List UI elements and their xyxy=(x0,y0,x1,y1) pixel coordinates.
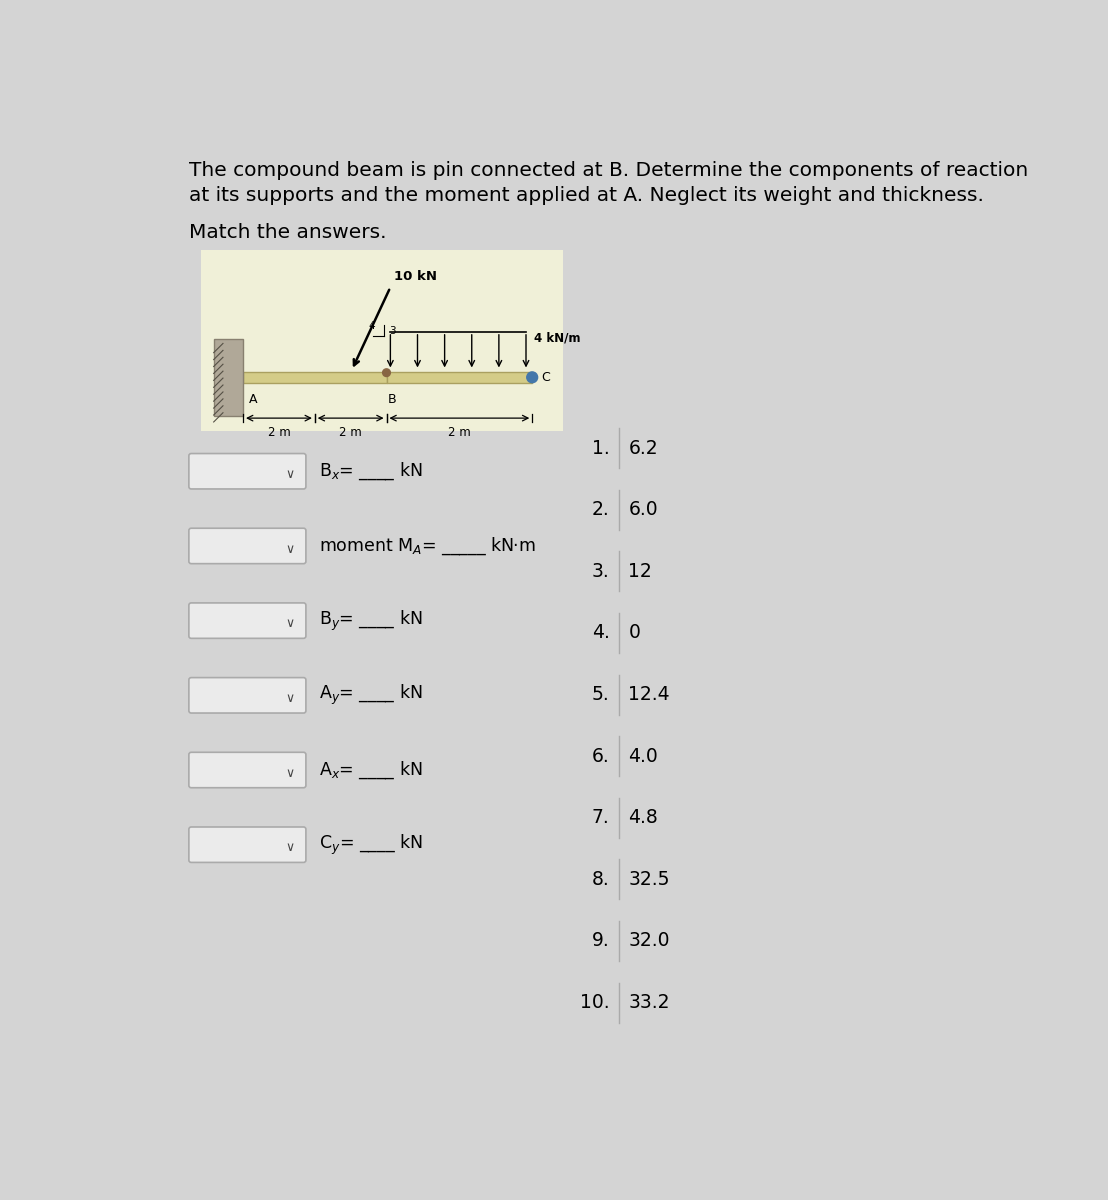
Text: 6.0: 6.0 xyxy=(628,500,658,520)
Circle shape xyxy=(382,368,390,377)
Text: 1.: 1. xyxy=(592,439,609,457)
Text: B$_{x}$= ____ kN: B$_{x}$= ____ kN xyxy=(319,461,422,482)
FancyBboxPatch shape xyxy=(188,752,306,787)
Text: 2 m: 2 m xyxy=(268,426,290,439)
Text: 5.: 5. xyxy=(592,685,609,704)
Text: at its supports and the moment applied at A. Neglect its weight and thickness.: at its supports and the moment applied a… xyxy=(188,186,984,205)
Text: 10.: 10. xyxy=(581,994,609,1012)
Circle shape xyxy=(526,372,537,383)
Text: 33.2: 33.2 xyxy=(628,994,670,1012)
Text: B$_{y}$= ____ kN: B$_{y}$= ____ kN xyxy=(319,608,422,632)
Text: A: A xyxy=(249,392,258,406)
Text: 6.: 6. xyxy=(592,746,609,766)
Text: ∨: ∨ xyxy=(285,468,295,481)
Text: 12: 12 xyxy=(628,562,652,581)
Text: 10 kN: 10 kN xyxy=(394,270,438,282)
Text: 7.: 7. xyxy=(592,809,609,827)
Text: 9.: 9. xyxy=(592,931,609,950)
Text: 4 kN/m: 4 kN/m xyxy=(534,331,581,344)
Bar xyxy=(214,338,243,416)
FancyBboxPatch shape xyxy=(188,678,306,713)
Bar xyxy=(243,372,387,383)
Text: ∨: ∨ xyxy=(285,767,295,780)
Text: 3: 3 xyxy=(389,326,396,336)
Text: 4.: 4. xyxy=(592,624,609,642)
Text: 3.: 3. xyxy=(592,562,609,581)
Text: 6.2: 6.2 xyxy=(628,439,658,457)
Text: moment M$_{A}$= _____ kN·m: moment M$_{A}$= _____ kN·m xyxy=(319,535,536,557)
Text: 4: 4 xyxy=(369,320,376,331)
Bar xyxy=(201,251,563,431)
Text: 32.0: 32.0 xyxy=(628,931,670,950)
Text: 2 m: 2 m xyxy=(448,426,471,439)
Bar xyxy=(387,372,532,383)
Text: C: C xyxy=(542,371,551,384)
Text: ∨: ∨ xyxy=(285,617,295,630)
Text: ∨: ∨ xyxy=(285,841,295,854)
Text: A$_{x}$= ____ kN: A$_{x}$= ____ kN xyxy=(319,760,422,781)
Text: The compound beam is pin connected at B. Determine the components of reaction: The compound beam is pin connected at B.… xyxy=(188,161,1028,180)
Text: 2.: 2. xyxy=(592,500,609,520)
Text: 32.5: 32.5 xyxy=(628,870,670,889)
Text: 4.8: 4.8 xyxy=(628,809,658,827)
Text: C$_{y}$= ____ kN: C$_{y}$= ____ kN xyxy=(319,833,423,857)
FancyBboxPatch shape xyxy=(188,827,306,863)
Text: ∨: ∨ xyxy=(285,542,295,556)
FancyBboxPatch shape xyxy=(188,528,306,564)
Text: 12.4: 12.4 xyxy=(628,685,670,704)
Text: B: B xyxy=(388,392,397,406)
Text: A$_{y}$= ____ kN: A$_{y}$= ____ kN xyxy=(319,683,422,708)
Text: Match the answers.: Match the answers. xyxy=(188,223,387,242)
Text: 0: 0 xyxy=(628,624,640,642)
Text: ∨: ∨ xyxy=(285,692,295,704)
FancyBboxPatch shape xyxy=(188,454,306,488)
Text: 2 m: 2 m xyxy=(339,426,362,439)
Text: 4.0: 4.0 xyxy=(628,746,658,766)
FancyBboxPatch shape xyxy=(188,602,306,638)
Text: 8.: 8. xyxy=(592,870,609,889)
